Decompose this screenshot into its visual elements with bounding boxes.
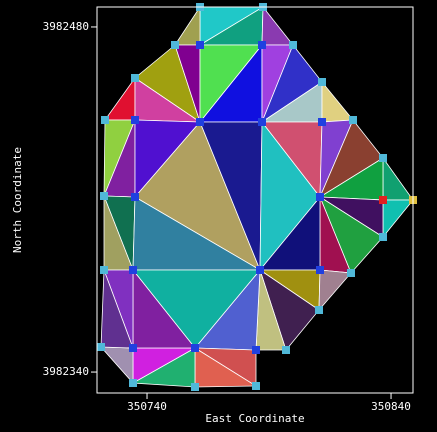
node-marker bbox=[100, 192, 108, 200]
node-marker bbox=[256, 266, 264, 274]
node-marker bbox=[171, 41, 179, 49]
node-marker bbox=[100, 266, 108, 274]
mesh-triangle bbox=[100, 346, 134, 385]
node-marker bbox=[316, 193, 324, 201]
x-axis-label: East Coordinate bbox=[205, 412, 304, 425]
node-marker bbox=[318, 78, 326, 86]
node-marker bbox=[129, 266, 137, 274]
node-marker bbox=[282, 346, 290, 354]
node-marker bbox=[131, 193, 139, 201]
node-marker bbox=[252, 346, 260, 354]
node-marker bbox=[129, 344, 137, 352]
node-marker bbox=[349, 116, 357, 124]
node-marker bbox=[258, 41, 266, 49]
node-marker bbox=[196, 41, 204, 49]
x-tick-label: 350740 bbox=[127, 400, 167, 413]
x-tick-label: 350840 bbox=[371, 400, 411, 413]
plot-frame bbox=[96, 6, 414, 394]
node-marker bbox=[289, 41, 297, 49]
mesh-triangle bbox=[318, 269, 352, 312]
node-marker bbox=[191, 383, 199, 391]
node-marker bbox=[315, 306, 323, 314]
node-marker bbox=[196, 118, 204, 126]
node-marker bbox=[97, 343, 105, 351]
mesh-triangle bbox=[382, 156, 414, 201]
node-marker bbox=[191, 344, 199, 352]
mesh-triangle bbox=[104, 76, 136, 121]
node-marker bbox=[379, 233, 387, 241]
node-marker bbox=[347, 269, 355, 277]
node-marker bbox=[131, 74, 139, 82]
mesh-triangle bbox=[261, 5, 294, 46]
y-tick-label: 3982340 bbox=[43, 365, 89, 378]
node-marker bbox=[318, 118, 326, 126]
node-marker bbox=[131, 116, 139, 124]
node-marker bbox=[258, 118, 266, 126]
node-marker bbox=[379, 154, 387, 162]
node-marker bbox=[129, 379, 137, 387]
node-marker bbox=[316, 266, 324, 274]
selected-node bbox=[379, 196, 387, 204]
y-axis-label: North Coordinate bbox=[11, 147, 24, 253]
mesh-triangle bbox=[174, 5, 201, 46]
node-marker bbox=[252, 382, 260, 390]
mesh-triangle bbox=[321, 80, 354, 123]
mesh-triangle bbox=[382, 199, 414, 239]
node-marker bbox=[101, 116, 109, 124]
mesh-triangle bbox=[100, 269, 134, 349]
y-tick-label: 3982480 bbox=[43, 20, 89, 33]
mesh bbox=[97, 3, 417, 391]
